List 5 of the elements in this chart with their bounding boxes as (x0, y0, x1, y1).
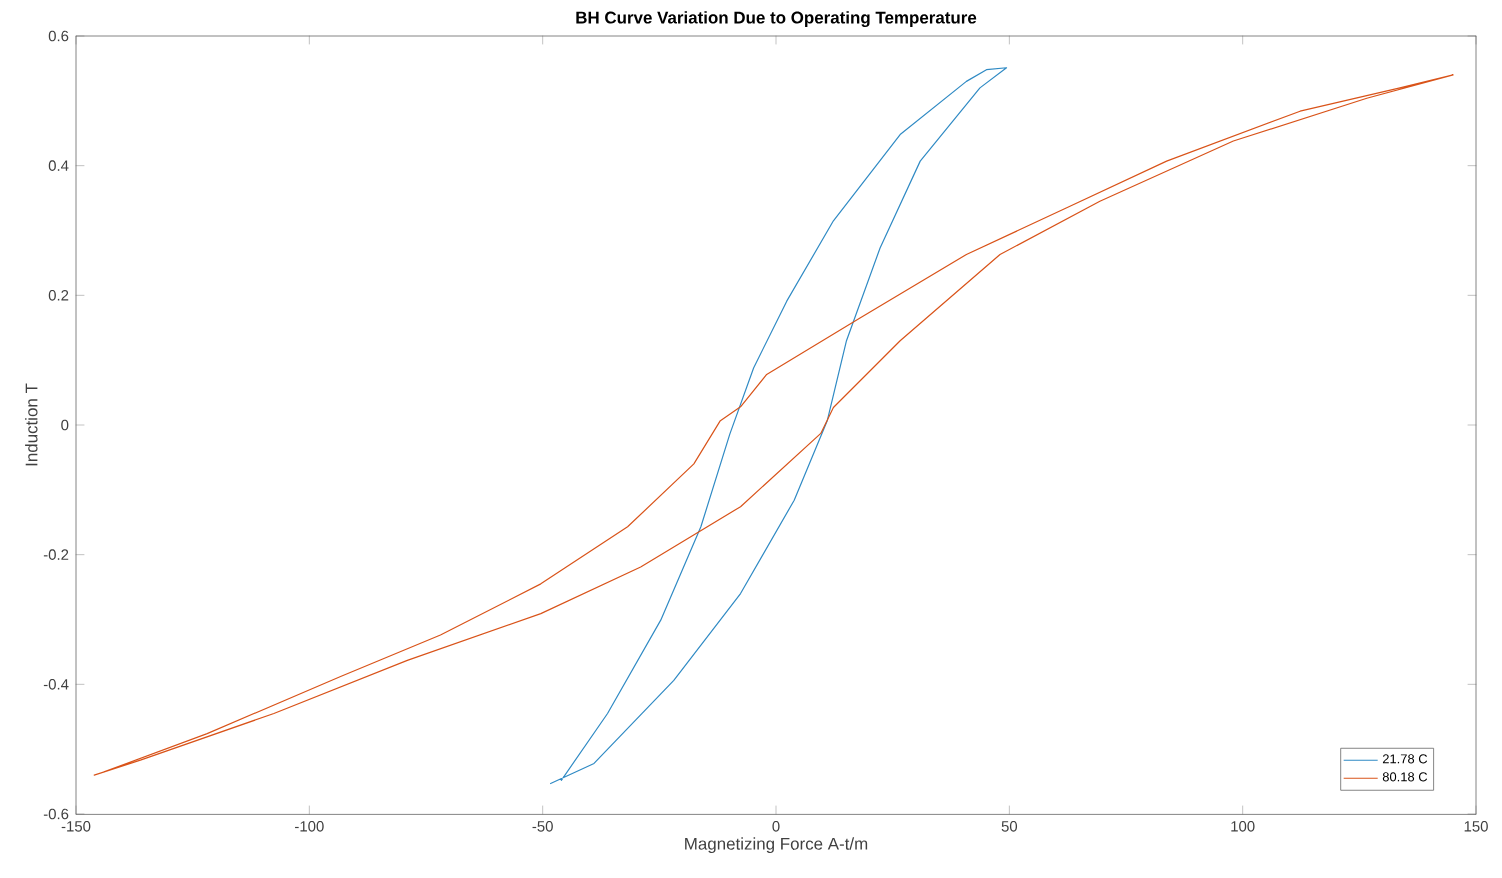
x-axis-title: Magnetizing Force A-t/m (685, 837, 868, 854)
y-axis-title: Induction T (25, 383, 38, 466)
line-series (93, 74, 1454, 776)
chart-title: BH Curve Variation Due to Operating Temperature (576, 11, 977, 28)
line-series (550, 67, 1008, 785)
